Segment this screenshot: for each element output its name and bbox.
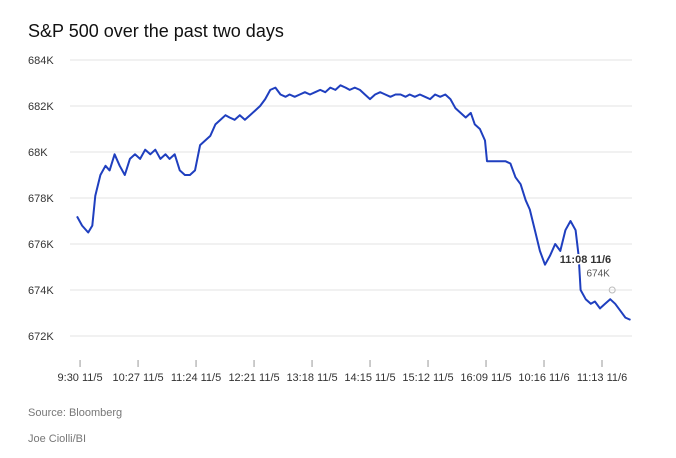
x-tick-label: 10:27 11/5 <box>112 372 163 384</box>
y-tick-label: 682K <box>28 101 54 113</box>
credit: Joe Ciolli/BI <box>28 433 86 445</box>
x-tick-label: 16:09 11/5 <box>460 372 511 384</box>
chart-title: S&P 500 over the past two days <box>28 21 284 41</box>
annotation-marker <box>608 286 616 294</box>
annotation-label: 11:08 11/6 <box>560 254 611 266</box>
x-tick-label: 11:24 11/5 <box>171 372 221 384</box>
annotation-value: 674K <box>587 269 611 280</box>
x-tick-label: 10:16 11/6 <box>518 372 569 384</box>
y-tick-label: 678K <box>28 193 54 205</box>
y-tick-label: 68K <box>28 147 48 159</box>
source: Source: Bloomberg <box>28 407 122 419</box>
x-tick-label: 11:13 11/6 <box>577 372 627 384</box>
x-tick-label: 12:21 11/5 <box>228 372 279 384</box>
y-tick-label: 676K <box>28 239 54 251</box>
x-tick-label: 9:30 11/5 <box>58 372 103 384</box>
y-tick-label: 672K <box>28 331 54 343</box>
y-tick-label: 674K <box>28 285 54 297</box>
line-series <box>76 84 631 321</box>
x-tick-label: 15:12 11/5 <box>402 372 453 384</box>
x-tick-label: 13:18 11/5 <box>286 372 337 384</box>
x-tick-label: 14:15 11/5 <box>344 372 395 384</box>
y-tick-label: 684K <box>28 55 54 67</box>
